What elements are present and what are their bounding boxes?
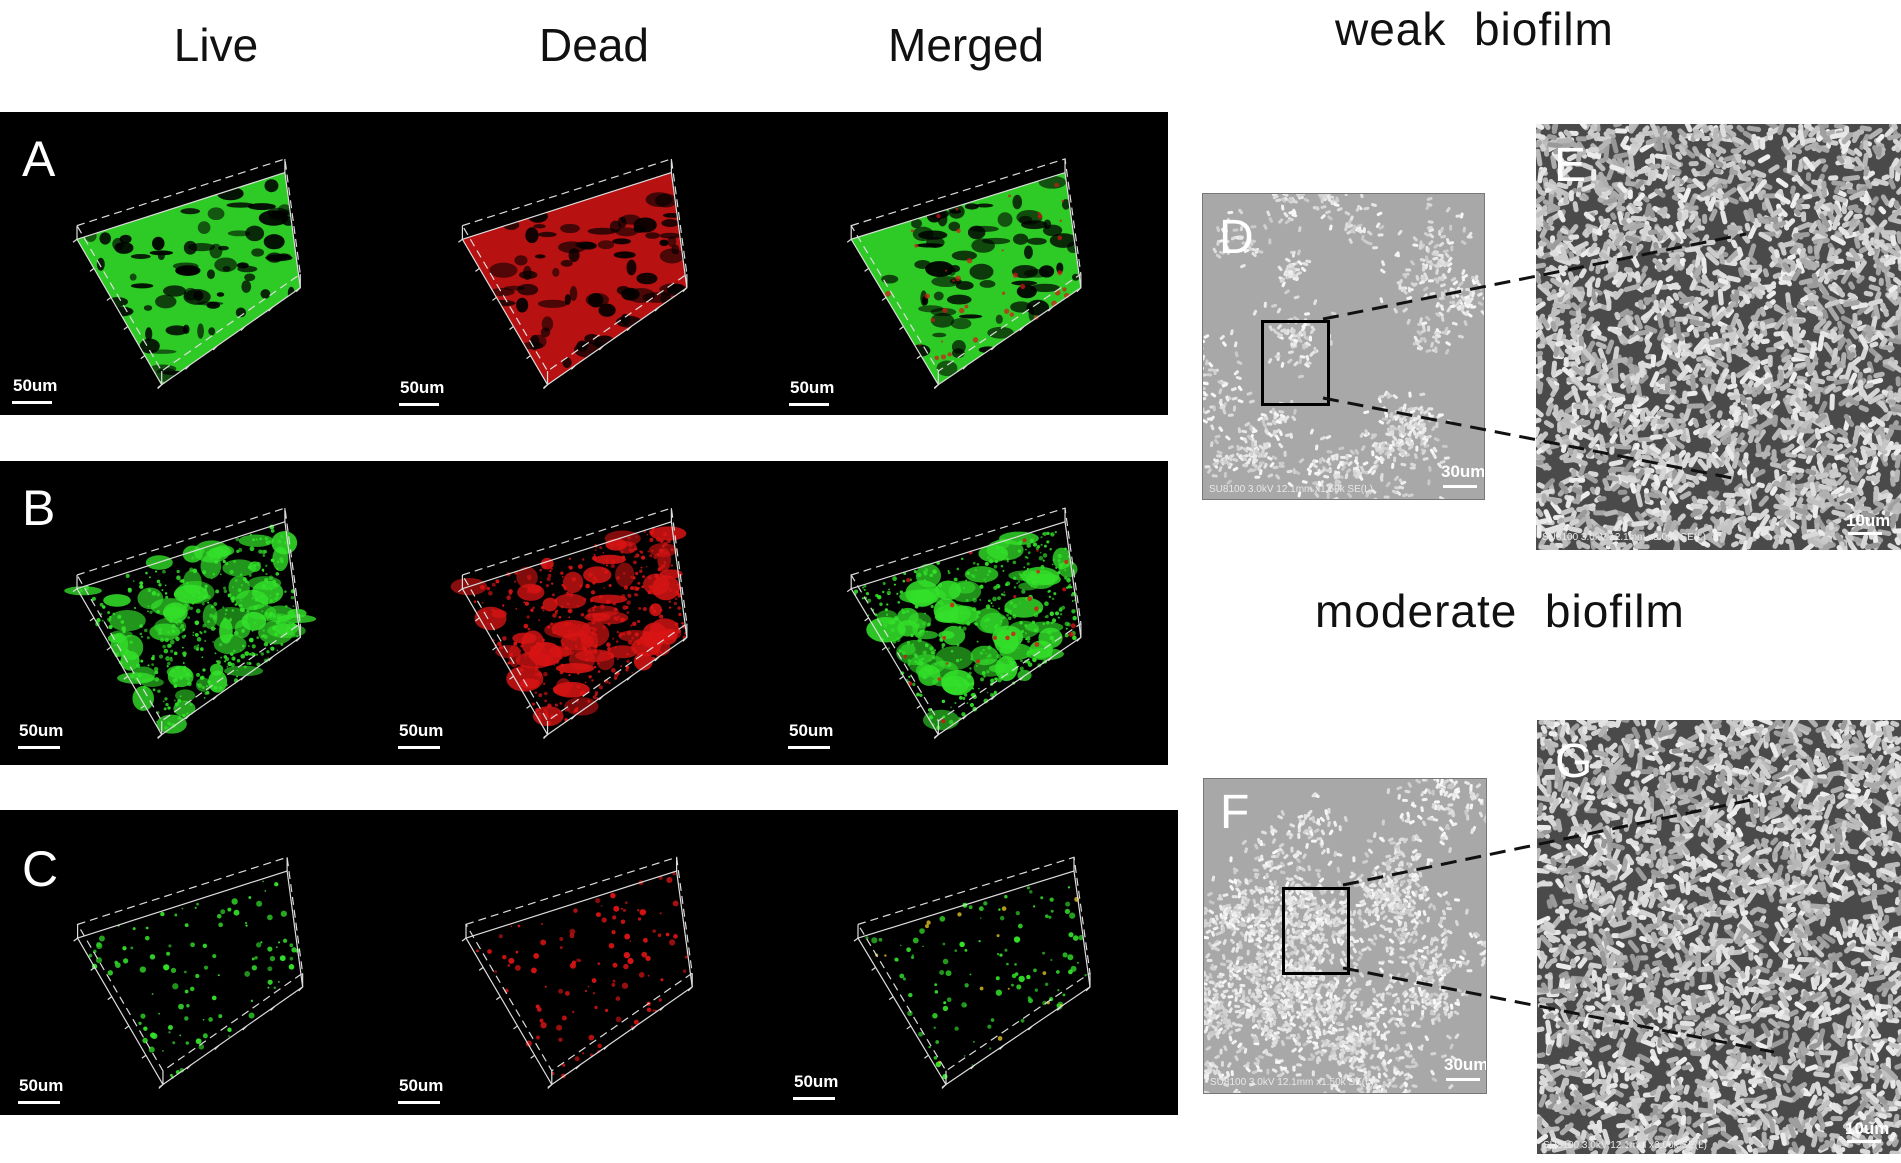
cell-b-live [0,461,385,765]
scale-label-c-merged: 50um [794,1072,839,1091]
weak-biofilm-title: weak biofilm [1335,3,1614,55]
scale-label-c-dead: 50um [399,1076,444,1095]
scale-label-c-live: 50um [19,1076,64,1095]
live-3d-render [64,507,317,740]
sem-footer-g: SU8100 3.0kV 12.1mm x3.00k SE(L) [1543,1140,1707,1151]
sem-panel-g: G 10um SU8100 3.0kV 12.1mm x3.00k SE(L) [1537,720,1901,1154]
scale-label-b-live: 50um [19,721,64,740]
scale-label-a-dead: 50um [400,378,445,397]
biofilm-layer [476,871,689,1079]
panel-label-f: F [1220,786,1250,839]
row-b-panel: B 50um 50um 50um [0,461,1168,765]
sem-panel-d: D 30um SU8100 3.0kV 12.1mm x1.50k SE(L) [1202,193,1485,500]
cell-b-dead [385,461,772,765]
scale-label-e: 10um [1846,511,1891,530]
dead-3d-render [450,507,688,740]
biofilm-layer [450,526,688,727]
biofilm-layer [854,530,1078,735]
scale-bar-c-merged [793,1097,835,1100]
row-label-c: C [22,841,59,897]
scale-bar-g [1847,1140,1881,1143]
scale-bar-a-live [12,401,52,404]
biofilm-layer [462,172,687,385]
scale-label-g: 10um [1845,1119,1890,1138]
column-header-dead: Dead [539,19,649,71]
bounding-box-wireframe [458,158,688,390]
cell-c-live [0,810,388,1115]
scale-bar-a-merged [789,403,829,406]
scale-label-a-live: 50um [13,376,58,395]
panel-label-d: D [1219,211,1254,264]
cell-c-merged [778,810,1178,1115]
biofilm-layer [77,172,301,385]
bounding-box-wireframe [853,856,1091,1089]
column-header-merged: Merged [888,19,1044,71]
sem-panel-e: E 10um SU8100 3.0kV 12.1mm x3.00k SE(L) [1536,124,1901,550]
panel-label-e: E [1554,139,1587,192]
cell-c-dead [388,810,778,1115]
merged-3d-render [846,507,1082,740]
cell-b-merged [772,461,1168,765]
scale-label-d: 30um [1441,462,1485,481]
bounding-box-wireframe [846,507,1082,740]
sem-footer-d: SU8100 3.0kV 12.1mm x1.50k SE(L) [1209,484,1373,495]
bounding-box-wireframe [846,158,1082,390]
scale-label-b-dead: 50um [399,721,444,740]
scale-label-b-merged: 50um [789,721,834,740]
merged-3d-render [846,158,1082,390]
scale-bar-b-live [18,746,60,749]
sem-footer-e: SU8100 3.0kV 12.1mm x3.00k SE(L) [1542,532,1706,543]
scale-bar-d [1443,485,1477,488]
live-3d-render [72,158,301,390]
scale-bar-c-dead [398,1101,440,1104]
sem-panel-f: F 30um SU8100 3.0kV 12.1mm x1.50k SE(L) [1203,778,1487,1094]
bounding-box-wireframe [73,856,304,1089]
column-header-live: Live [173,19,259,71]
row-a-panel: A 50um 50um 50um [0,112,1168,415]
cell-a-dead [385,112,772,415]
moderate-biofilm-title: moderate biofilm [1315,585,1685,637]
panel-label-g: G [1555,735,1593,788]
merged-3d-render [853,856,1091,1089]
scale-bar-b-dead [398,746,440,749]
scale-bar-a-dead [399,403,439,406]
bounding-box-wireframe [72,507,301,740]
scale-bar-e [1848,532,1882,535]
dead-3d-render [458,158,688,390]
sem-texture [1536,124,1901,550]
dead-3d-render [461,856,693,1089]
cell-a-merged [772,112,1168,415]
row-label-b: B [22,480,56,536]
row-label-a: A [22,131,56,187]
bacteria-cells [1536,124,1901,550]
scale-bar-b-merged [788,746,830,749]
scale-bar-f [1446,1078,1480,1081]
zoom-box-f [1282,887,1350,975]
live-3d-render [73,856,304,1089]
biofilm-layer [851,172,1081,385]
sem-footer-f: SU8100 3.0kV 12.1mm x1.50k SE(L) [1210,1077,1374,1088]
row-c-panel: C 50um 50um 50um [0,810,1178,1115]
biofilm-layer [865,886,1087,1080]
bounding-box-wireframe [458,507,688,740]
scale-label-f: 30um [1444,1055,1487,1074]
zoom-box-d [1261,320,1330,406]
bounding-box-wireframe [72,158,301,390]
scale-bar-c-live [18,1101,60,1104]
biofilm-layer [64,524,317,734]
biofilm-layer [88,880,300,1079]
bounding-box-wireframe [461,856,693,1089]
cell-a-live [0,112,385,415]
scale-label-a-merged: 50um [790,378,835,397]
